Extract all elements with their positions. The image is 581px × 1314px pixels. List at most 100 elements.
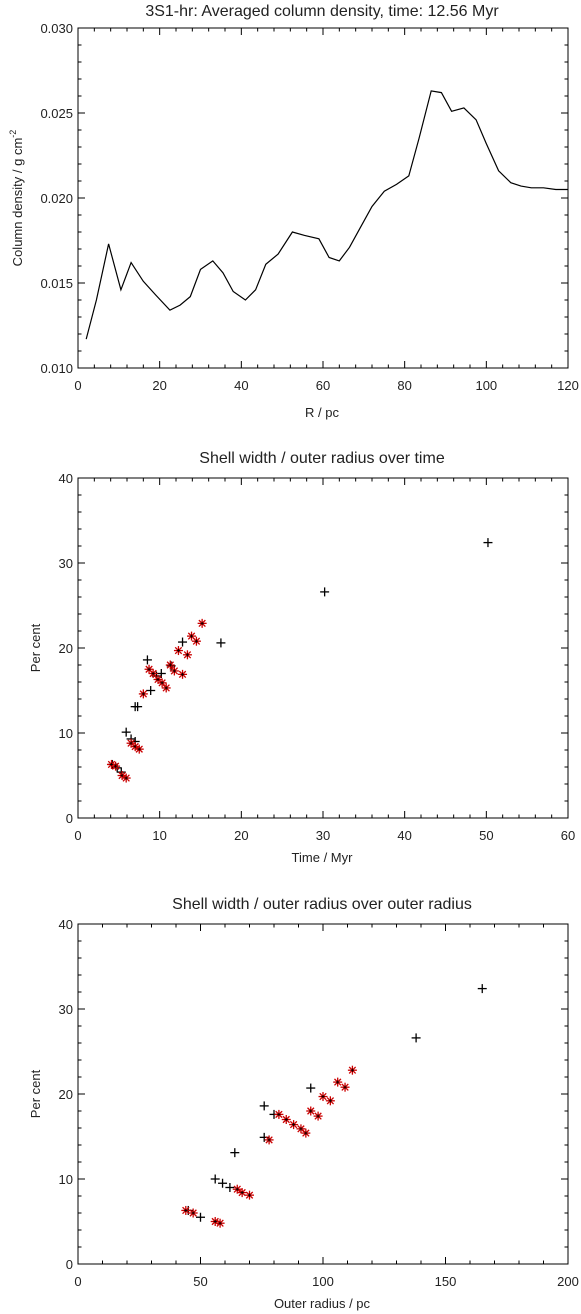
shell-width-time-star-marker [191,636,201,646]
column-density-y-tick-label: 0.010 [40,361,73,376]
shell-width-time-plus-marker [121,727,131,737]
shell-width-radius-star-marker [347,1065,357,1075]
shell-width-radius-star-marker [188,1208,198,1218]
shell-width-time-plus-marker [483,538,493,548]
shell-width-time-star-marker [197,618,207,628]
shell-width-time-plus-marker [178,637,188,647]
shell-width-time-star-marker [157,678,167,688]
column-density-y-label: Column density / g cm-2 [8,130,25,267]
shell-width-radius-x-ticks: 0 50 100 150 200 [74,924,579,1289]
shell-width-time-x-tick-label: 40 [397,828,411,843]
shell-width-time-plus-marker [216,638,226,648]
column-density-y-tick-label: 0.020 [40,191,73,206]
shell-width-time-star-marker [182,650,192,660]
shell-width-time-star-marker [148,669,158,678]
shell-width-time-y-tick-label: 30 [59,556,73,571]
column-density-y-tick-label: 0.015 [40,276,73,291]
shell-width-radius-star-marker [313,1111,323,1121]
shell-width-time-star-marker [173,646,183,656]
shell-width-radius-star-marker [333,1077,343,1087]
shell-width-time-star-marker [134,744,144,754]
shell-width-time-x-tick-label: 20 [234,828,248,843]
shell-width-radius-star-marker [215,1218,225,1228]
shell-width-radius-star-marker [274,1109,284,1119]
shell-width-time-x-tick-label: 60 [561,828,575,843]
shell-width-radius-star-marker [318,1092,328,1102]
shell-width-time-title: Shell width / outer radius over time [199,450,445,467]
shell-width-time-y-ticks: 0 10 20 30 40 [59,471,568,826]
shell-width-time-x-ticks: 0 10 20 30 40 50 60 [74,478,575,843]
column-density-x-label: R / pc [305,405,339,420]
shell-width-radius-star-marker [264,1135,274,1145]
shell-width-radius-star-marker [245,1190,254,1200]
shell-width-radius-y-tick-label: 40 [59,917,73,932]
shell-width-radius-y-label: Per cent [28,1069,43,1118]
shell-width-radius-x-tick-label: 100 [312,1274,334,1289]
shell-width-radius-star-marker [340,1082,350,1092]
column-density-x-tick-label: 100 [475,378,497,393]
shell-width-time-plus-marker [133,702,143,712]
shell-width-time-y-tick-label: 0 [66,811,73,826]
shell-width-radius-y-tick-label: 10 [59,1172,73,1187]
shell-width-over-radius-panel: Shell width / outer radius over outer ra… [28,896,579,1311]
shell-width-radius-title: Shell width / outer radius over outer ra… [172,896,472,913]
shell-width-radius-x-tick-label: 50 [193,1274,207,1289]
column-density-plot-frame [77,27,569,369]
shell-width-radius-x-tick-label: 150 [435,1274,457,1289]
column-density-x-tick-label: 40 [234,378,248,393]
column-density-y-tick-label: 0.025 [40,106,73,121]
shell-width-radius-star-marker [232,1184,242,1194]
shell-width-radius-star-marker [289,1120,299,1130]
shell-width-time-star-marker [169,666,179,676]
shell-width-radius-y-tick-label: 20 [59,1087,73,1102]
shell-width-time-star-marker [165,660,175,670]
column-density-marks [85,90,568,340]
column-density-x-tick-label: 20 [152,378,166,393]
shell-width-radius-plus-marker [477,984,487,994]
shell-width-radius-x-tick-label: 0 [74,1274,81,1289]
column-density-x-ticks: 0 20 40 60 80 100 120 [74,28,579,393]
shell-width-radius-star-marker [281,1115,291,1124]
shell-width-over-time-panel: Shell width / outer radius over time 0 10… [28,450,575,865]
shell-width-radius-star-marker [325,1096,335,1106]
shell-width-radius-y-tick-label: 0 [66,1257,73,1272]
shell-width-radius-plus-marker [259,1101,269,1111]
shell-width-time-x-tick-label: 10 [152,828,166,843]
column-density-y-ticks: 0.010 0.015 0.020 0.025 0.030 [40,21,568,376]
shell-width-radius-star-marker [301,1128,311,1138]
column-density-x-tick-label: 120 [557,378,579,393]
shell-width-time-x-label: Time / Myr [292,850,354,865]
shell-width-time-y-tick-label: 20 [59,641,73,656]
shell-width-time-star-marker [121,773,131,783]
shell-width-time-plus-marker [146,686,156,695]
shell-width-time-plot-frame [77,477,569,819]
shell-width-radius-star-marker [306,1106,316,1116]
shell-width-radius-plus-marker [225,1183,235,1192]
column-density-title: 3S1-hr: Averaged column density, time: 1… [145,3,499,20]
shell-width-radius-y-ticks: 0 10 20 30 40 [59,917,568,1272]
column-density-series-line [85,90,568,340]
column-density-panel: 3S1-hr: Averaged column density, time: 1… [8,3,579,420]
shell-width-time-x-tick-label: 0 [74,828,81,843]
shell-width-time-plus-marker [142,655,152,665]
column-density-x-tick-label: 60 [316,378,330,393]
shell-width-time-star-marker [111,761,121,771]
column-density-y-label-text: Column density / g cm [10,138,25,267]
shell-width-radius-x-label: Outer radius / pc [274,1296,371,1311]
shell-width-radius-star-marker [181,1205,191,1215]
shell-width-radius-plus-marker [230,1148,240,1158]
shell-width-time-y-tick-label: 10 [59,726,73,741]
shell-width-time-y-label: Per cent [28,623,43,672]
shell-width-time-x-tick-label: 50 [479,828,493,843]
shell-width-time-x-tick-label: 30 [316,828,330,843]
shell-width-time-star-marker [178,669,188,679]
shell-width-radius-plus-marker [196,1212,205,1222]
shell-width-time-y-tick-label: 40 [59,471,73,486]
shell-width-time-star-marker [161,683,171,693]
column-density-y-label-exponent: -2 [8,130,18,138]
shell-width-radius-x-tick-label: 200 [557,1274,579,1289]
shell-width-time-marks [106,538,493,783]
shell-width-radius-y-tick-label: 30 [59,1002,73,1017]
shell-width-radius-marks [181,984,487,1228]
